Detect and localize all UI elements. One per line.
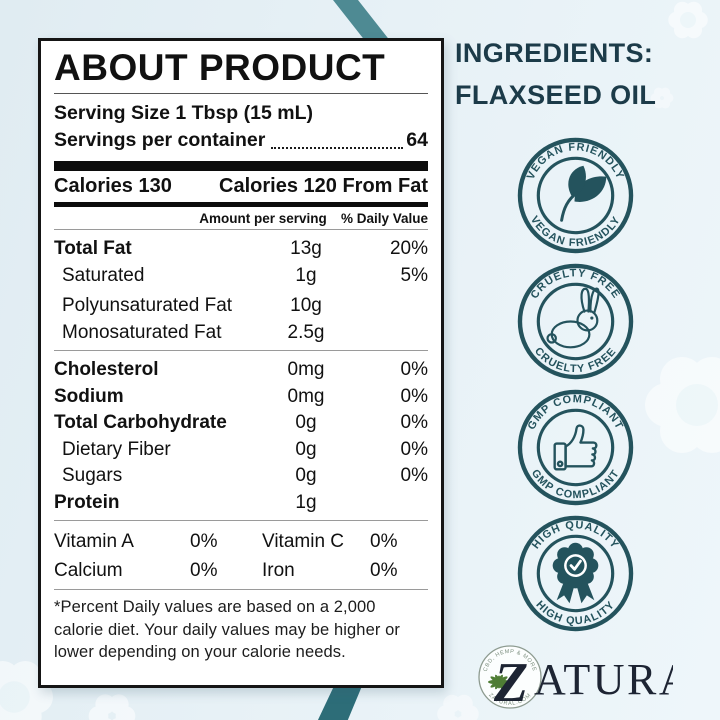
servings-value: 64 — [406, 128, 428, 151]
nutrient-amount: 10g — [290, 295, 322, 317]
badge-top-label: GMP COMPLIANT — [525, 393, 624, 432]
nutrient-amount: 13g — [290, 238, 322, 260]
nutrient-amount: 0g — [295, 465, 317, 487]
vitamin-value: 0% — [190, 560, 218, 582]
nutrient-label: Protein — [54, 491, 120, 513]
divider — [54, 229, 428, 231]
ingredients-heading: INGREDIENTS: — [455, 38, 654, 68]
vitamin-label: Iron — [262, 560, 295, 582]
ribbon-top — [333, 0, 391, 42]
nutrient-label: Total Carbohydrate — [54, 412, 227, 434]
badge-high-quality: HIGH QUALITY HIGH QUALITY — [517, 515, 633, 632]
nutrient-daily-value: 0% — [400, 359, 428, 381]
calories: Calories 130 — [54, 174, 172, 197]
calories-from-fat: Calories 120 From Fat — [219, 174, 428, 197]
nutrient-label: Saturated — [62, 264, 145, 286]
vitamin-value: 0% — [370, 531, 398, 553]
ingredients-panel: INGREDIENTS: FLAXSEED OIL — [455, 33, 710, 117]
nutrient-daily-value: 0% — [400, 465, 428, 487]
nutrient-daily-value: 20% — [389, 238, 428, 260]
nutrient-row-polyunsaturated: Polyunsaturated Fat 10g — [54, 293, 428, 320]
certification-badges: VEGAN FRIENDLY VEGAN FRIENDLY CRUELTY FR… — [450, 136, 700, 633]
zatural-logo: CBD, HEMP & MORE ZATURAL.COM Z ATURAL — [478, 645, 673, 714]
logo-z-letter: Z — [493, 652, 528, 714]
nutrient-daily-value: 0% — [400, 438, 428, 460]
nutrient-daily-value: 5% — [400, 264, 428, 286]
nutrient-row-cholesterol: Cholesterol 0mg 0% — [54, 357, 428, 384]
nutrient-daily-value: 0% — [400, 412, 428, 434]
column-headers: Amount per serving % Daily Value — [54, 211, 428, 229]
serving-size: Serving Size 1 Tbsp (15 mL) — [54, 101, 313, 124]
badge-cruelty-free: CRUELTY FREE CRUELTY FREE — [517, 263, 633, 380]
nutrient-amount: 0g — [295, 412, 317, 434]
nutrient-amount: 1g — [295, 491, 317, 513]
daily-value-column-header: % Daily Value — [340, 211, 428, 227]
badge-gmp-compliant: GMP COMPLIANT GMP COMPLIANT — [517, 389, 633, 506]
medium-bar — [54, 201, 428, 208]
ribbon-bottom — [317, 686, 362, 720]
servings-label: Servings per container — [54, 128, 266, 151]
nutrient-row-saturated: Saturated 1g 5% — [54, 263, 428, 290]
nutrient-label: Total Fat — [54, 238, 132, 260]
nutrient-amount: 0mg — [287, 359, 325, 381]
nutrient-daily-value: 0% — [400, 385, 428, 407]
nutrient-amount: 0mg — [287, 385, 325, 407]
nutrient-daily-value — [352, 320, 428, 347]
nutrient-row-dietary-fiber: Dietary Fiber 0g 0% — [54, 437, 428, 464]
divider — [54, 92, 428, 94]
dotted-leader — [271, 146, 404, 149]
nutrient-row-carbohydrate: Total Carbohydrate 0g 0% — [54, 410, 428, 437]
hemp-leaf-icon — [488, 674, 510, 690]
nutrient-row-monosaturated: Monosaturated Fat 2.5g — [54, 320, 428, 347]
calories-row: Calories 130 Calories 120 From Fat — [54, 171, 428, 201]
nutrient-daily-value — [352, 490, 428, 517]
rabbit-icon — [545, 287, 600, 349]
vitamin-value: 0% — [370, 560, 398, 582]
vitamins-grid: Vitamin A 0% Vitamin C 0% Calcium 0% Iro… — [54, 527, 428, 585]
logo-wordmark: ATURAL — [534, 655, 673, 704]
nutrient-row-total-fat: Total Fat 13g 20% — [54, 236, 428, 263]
servings-per-container: Servings per container 64 — [54, 127, 428, 154]
nutrient-label: Cholesterol — [54, 359, 159, 381]
daily-value-footnote: *Percent Daily values are based on a 2,0… — [54, 598, 400, 662]
nutrient-amount: 1g — [295, 264, 317, 286]
leaf-icon — [559, 165, 606, 222]
ingredients-value: FLAXSEED OIL — [455, 79, 657, 110]
thumbs-up-icon — [552, 424, 597, 471]
nutrient-label: Dietary Fiber — [62, 438, 171, 460]
thick-bar — [54, 160, 428, 171]
divider — [54, 350, 428, 352]
divider — [54, 589, 428, 591]
nutrient-row-sugars: Sugars 0g 0% — [54, 463, 428, 490]
vitamin-label: Vitamin A — [54, 531, 134, 553]
vitamin-label: Vitamin C — [262, 531, 345, 553]
amount-column-header: Amount per serving — [199, 211, 327, 227]
badge-vegan-friendly: VEGAN FRIENDLY VEGAN FRIENDLY — [517, 137, 633, 254]
nutrient-label: Monosaturated Fat — [62, 321, 222, 343]
medal-icon — [552, 542, 598, 604]
svg-text:GMP COMPLIANT: GMP COMPLIANT — [525, 393, 625, 432]
nutrient-daily-value — [352, 293, 428, 320]
nutrient-amount: 0g — [295, 438, 317, 460]
nutrition-facts-card: ABOUT PRODUCT Serving Size 1 Tbsp (15 mL… — [38, 38, 444, 688]
vitamin-label: Calcium — [54, 560, 123, 582]
nutrient-label: Sodium — [54, 385, 124, 407]
nutrient-label: Sugars — [62, 465, 123, 487]
nutrient-row-sodium: Sodium 0mg 0% — [54, 384, 428, 411]
vitamin-value: 0% — [190, 531, 218, 553]
nutrient-label: Polyunsaturated Fat — [62, 295, 233, 317]
card-title: ABOUT PRODUCT — [54, 47, 386, 88]
nutrient-amount: 2.5g — [287, 321, 325, 343]
divider — [54, 520, 428, 522]
nutrient-row-protein: Protein 1g — [54, 490, 428, 517]
